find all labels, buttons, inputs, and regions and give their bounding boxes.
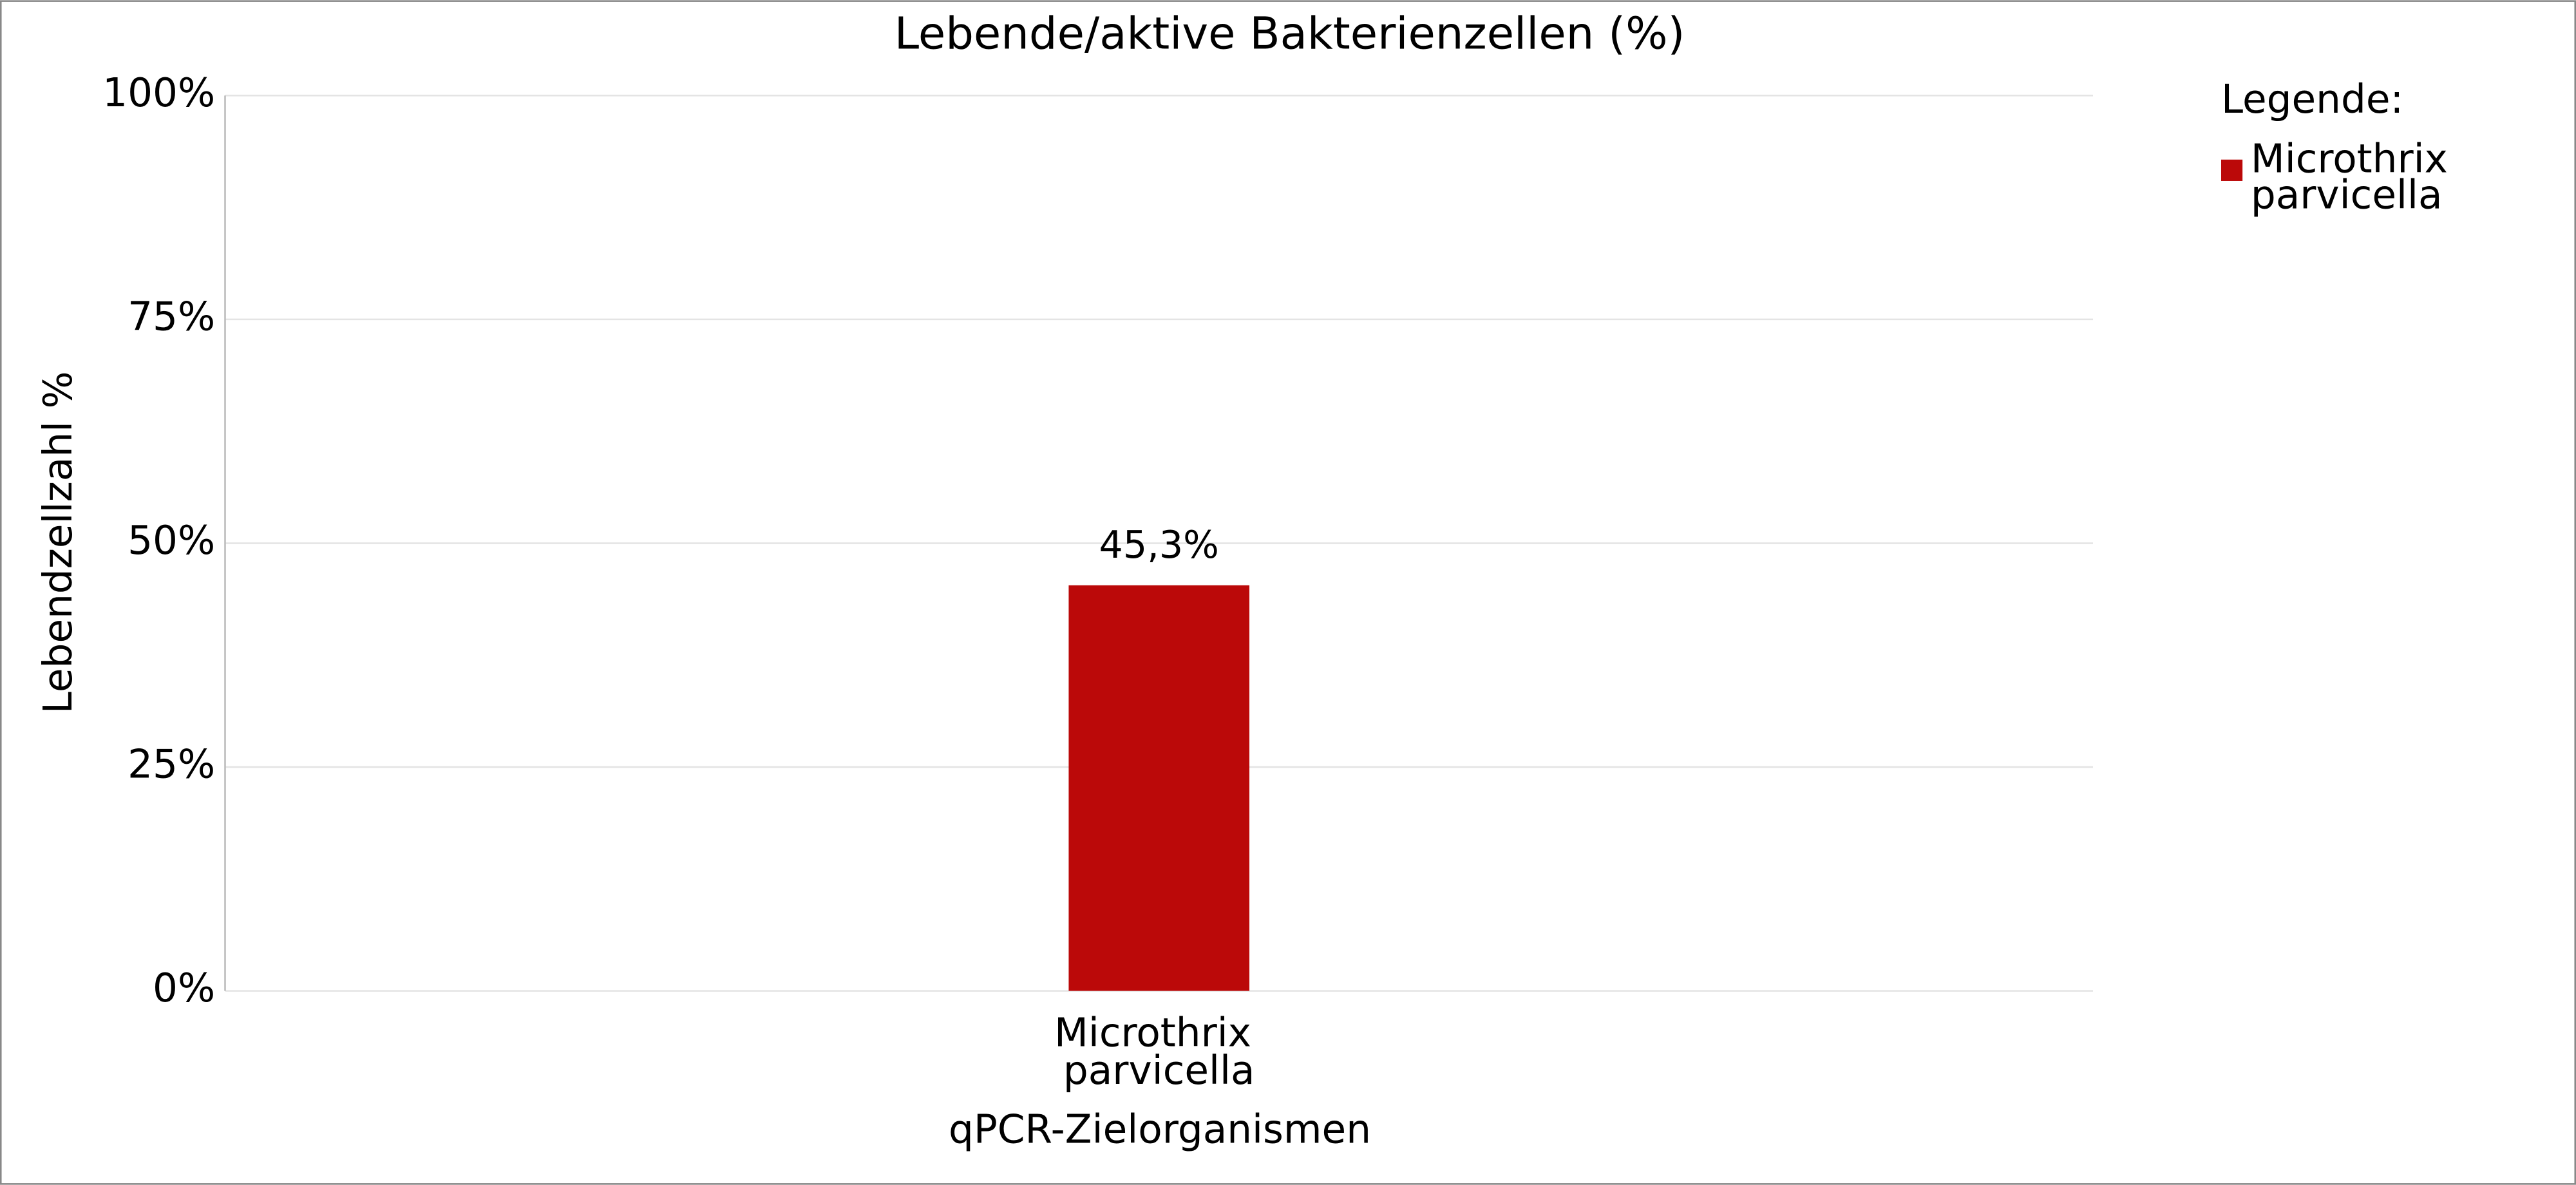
y-tick-label: 0% [153,965,215,1011]
value-label: 45,3% [1099,523,1219,567]
legend-title: Legende: [2221,77,2403,122]
y-tick-label: 25% [128,742,215,788]
y-tick-label: 100% [102,70,215,116]
x-axis-label: qPCR-Zielorganismen [949,1107,1371,1153]
legend-label: Microthrix parvicella [2251,136,2460,218]
y-tick-label: 75% [128,294,215,339]
y-tick-label: 50% [128,518,215,564]
y-axis-label: Lebendzellzahl % [35,371,81,714]
x-tick-label: Microthrix parvicella [1054,1010,1264,1094]
legend-swatch [2221,159,2243,181]
chart-title: Lebende/aktive Bakterienzellen (%) [895,8,1685,60]
bar [1068,585,1250,991]
